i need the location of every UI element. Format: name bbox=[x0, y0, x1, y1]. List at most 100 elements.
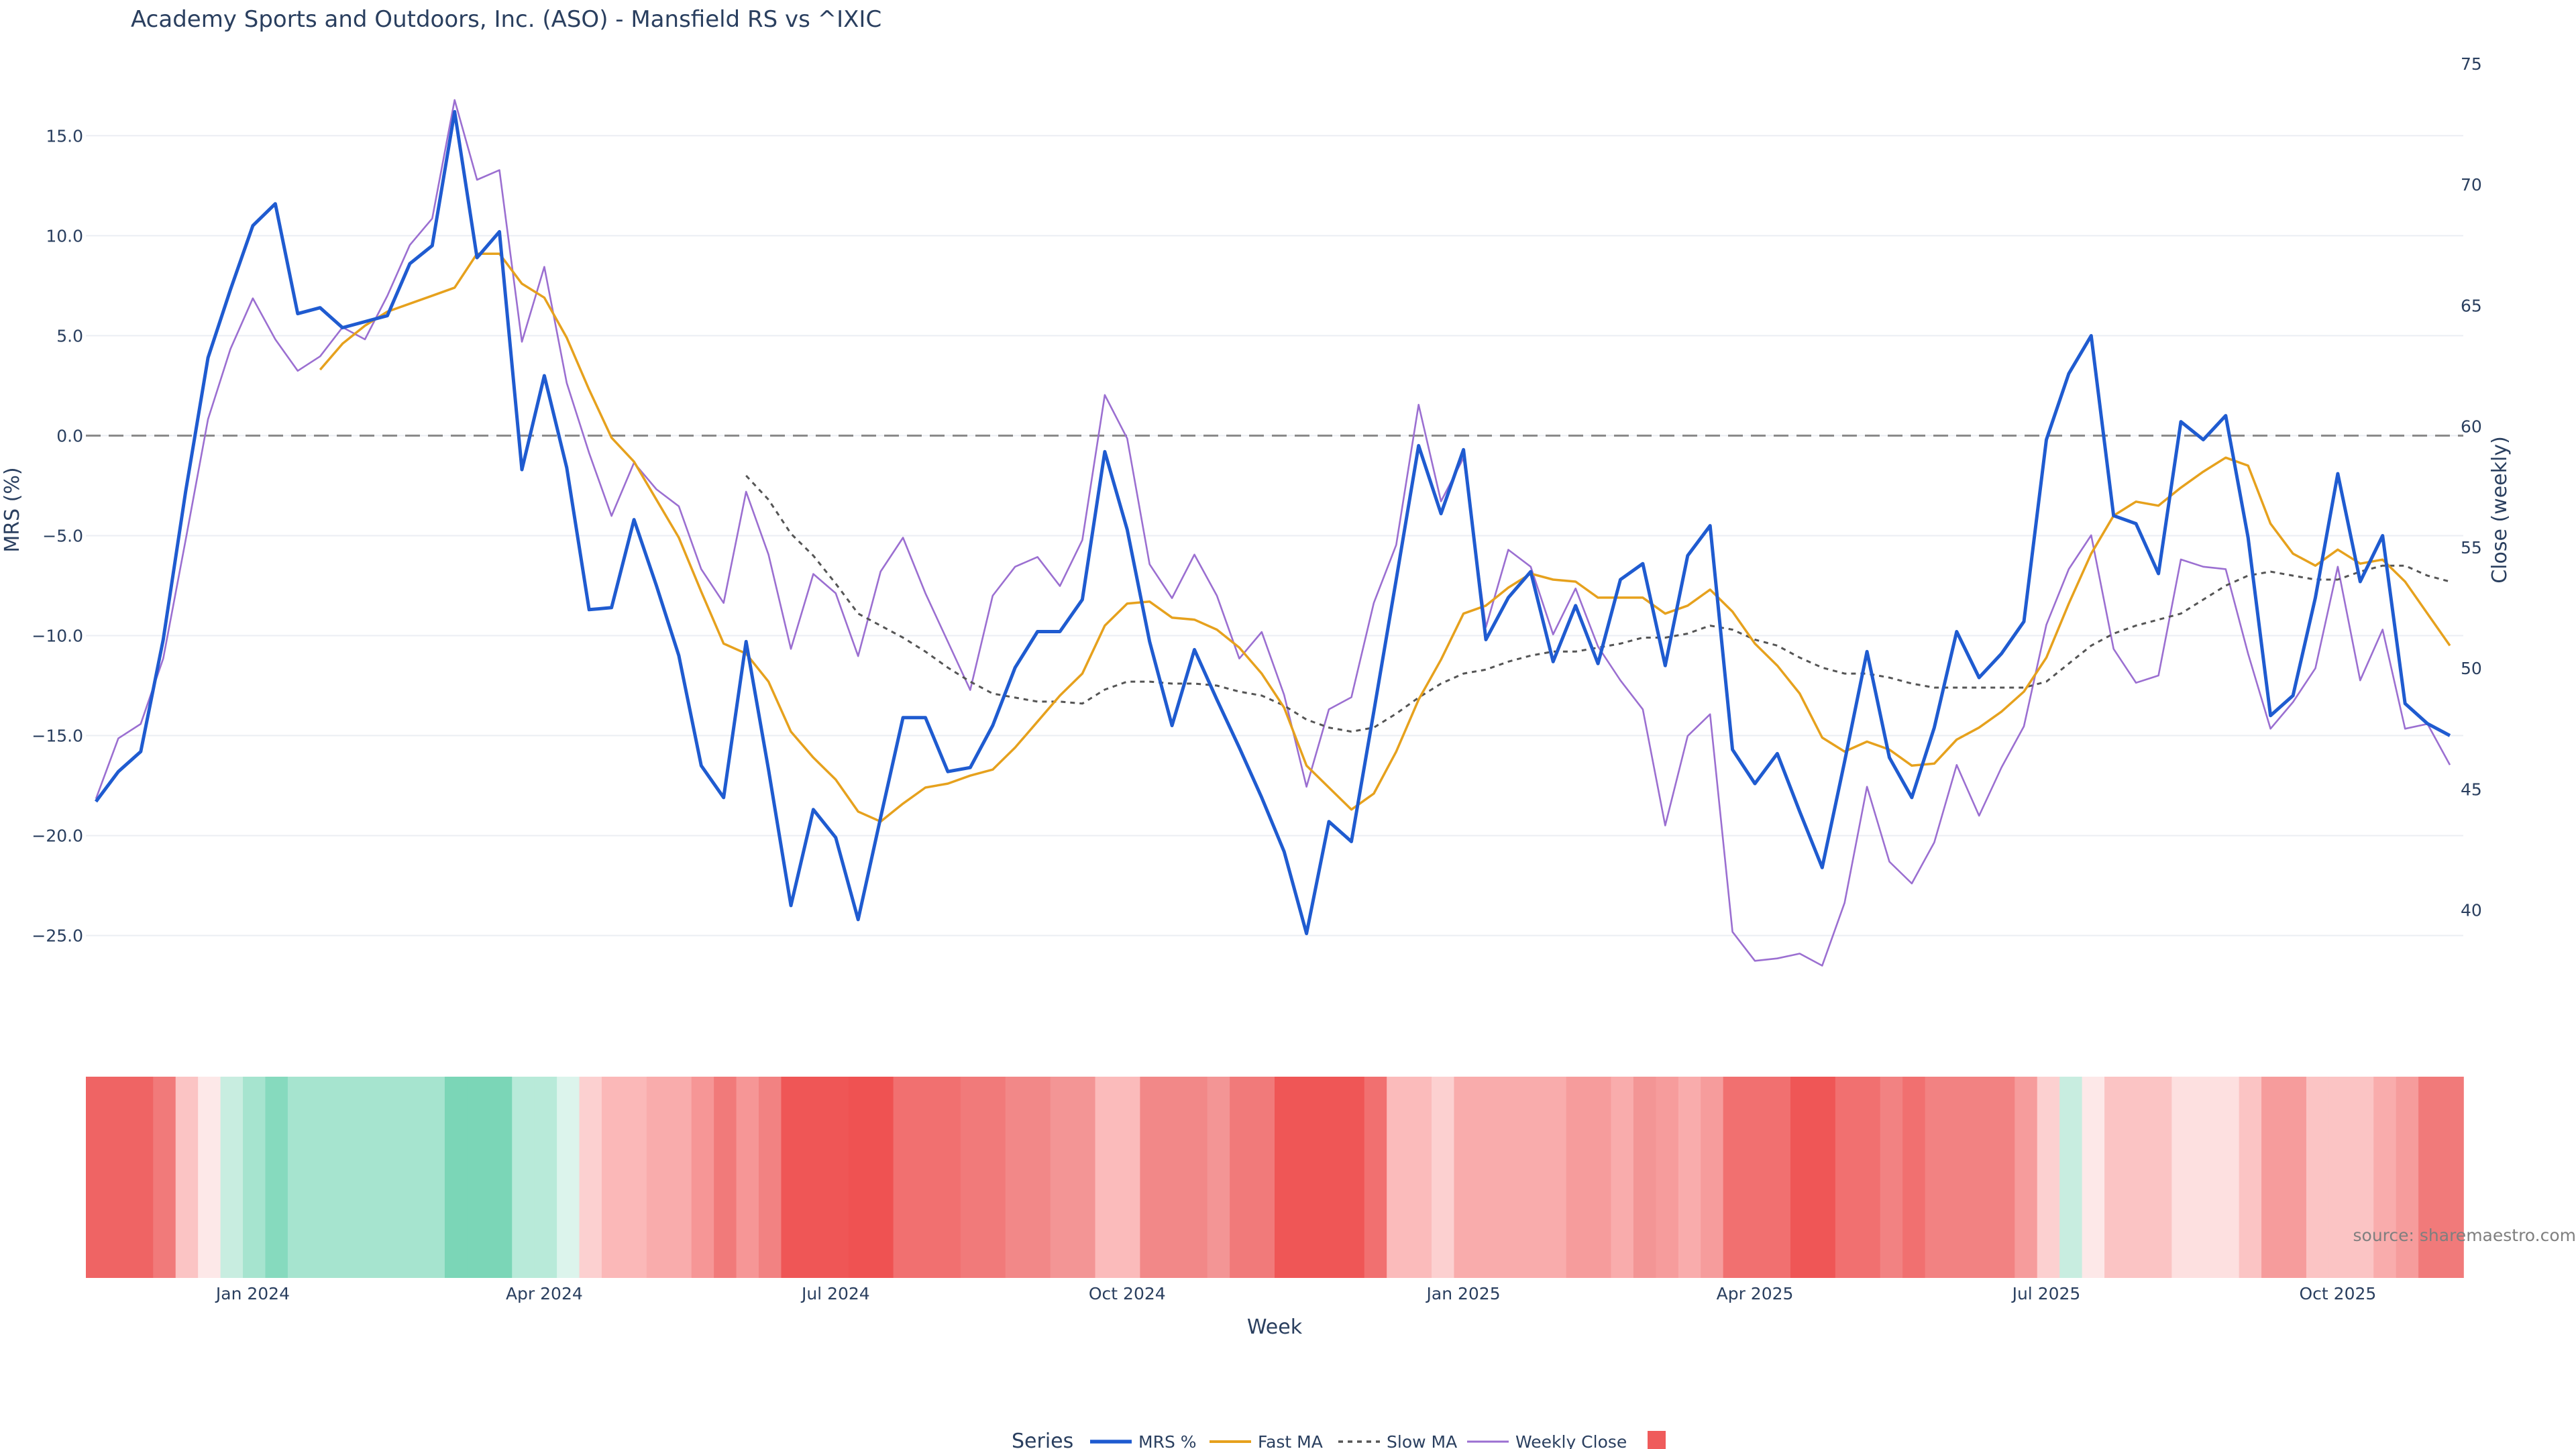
heatmap-cell bbox=[1476, 1077, 1500, 1278]
heatmap-cell bbox=[1947, 1077, 1971, 1278]
heatmap-cell bbox=[736, 1077, 759, 1278]
heatmap-cell bbox=[444, 1077, 468, 1278]
legend-label: Slow MA bbox=[1387, 1432, 1457, 1449]
heatmap-cell bbox=[691, 1077, 714, 1278]
y-tick-label-right: 70 bbox=[2461, 175, 2482, 195]
heatmap-cell bbox=[1701, 1077, 1724, 1278]
heatmap-cell bbox=[2261, 1077, 2285, 1278]
legend: Series MRS % Fast MA Slow MA Weekly Close bbox=[1012, 1430, 1666, 1449]
heatmap-cell bbox=[1835, 1077, 1859, 1278]
chart-title: Academy Sports and Outdoors, Inc. (ASO) … bbox=[131, 6, 881, 33]
y-tick-label-left: −15.0 bbox=[32, 727, 83, 746]
heatmap-cell bbox=[1678, 1077, 1702, 1278]
heatmap-cell bbox=[467, 1077, 490, 1278]
x-tick-label: Jan 2024 bbox=[215, 1284, 290, 1303]
heatmap-cell bbox=[1207, 1077, 1230, 1278]
heatmap-cell bbox=[1656, 1077, 1679, 1278]
heatmap-cell bbox=[1117, 1077, 1141, 1278]
x-tick-label: Jul 2024 bbox=[800, 1284, 870, 1303]
heatmap-cell bbox=[2104, 1077, 2128, 1278]
heatmap-cell bbox=[1589, 1077, 1612, 1278]
legend-label: Fast MA bbox=[1258, 1432, 1323, 1449]
heatmap-cell bbox=[400, 1077, 423, 1278]
heatmap-cell bbox=[557, 1077, 580, 1278]
heatmap-cell bbox=[2284, 1077, 2307, 1278]
y-tick-label-right: 40 bbox=[2461, 901, 2482, 920]
heatmap-cell bbox=[646, 1077, 670, 1278]
heatmap-cell bbox=[1454, 1077, 1477, 1278]
y-tick-label-right: 50 bbox=[2461, 659, 2482, 678]
heatmap-cell bbox=[534, 1077, 557, 1278]
heatmap-cell bbox=[1723, 1077, 1746, 1278]
heatmap-cell bbox=[2194, 1077, 2218, 1278]
y-tick-label-left: −25.0 bbox=[32, 926, 83, 946]
heatmap-cell bbox=[422, 1077, 445, 1278]
heatmap-cell bbox=[1432, 1077, 1455, 1278]
legend-label: Weekly Close bbox=[1515, 1432, 1627, 1449]
heatmap-cell bbox=[1633, 1077, 1657, 1278]
y-tick-label-right: 60 bbox=[2461, 417, 2482, 437]
y-tick-label-left: −20.0 bbox=[32, 826, 83, 846]
heatmap-cell bbox=[1992, 1077, 2016, 1278]
heatmap-cell bbox=[1073, 1077, 1096, 1278]
heatmap-cell bbox=[1790, 1077, 1814, 1278]
heatmap-cell bbox=[893, 1077, 916, 1278]
series-weekly-close bbox=[95, 99, 2451, 967]
heatmap-cell bbox=[1925, 1077, 1948, 1278]
source-note: source: sharemaestro.com bbox=[2353, 1226, 2576, 1245]
heatmap-cell bbox=[108, 1077, 131, 1278]
series-lines bbox=[94, 99, 2451, 967]
heatmap-cell bbox=[803, 1077, 827, 1278]
heatmap-cell bbox=[1364, 1077, 1387, 1278]
x-tick-label: Oct 2024 bbox=[1089, 1284, 1166, 1303]
heatmap-cell bbox=[1813, 1077, 1836, 1278]
y-tick-label-left: −10.0 bbox=[32, 627, 83, 646]
heatmap-cell bbox=[2015, 1077, 2038, 1278]
heatmap-cell bbox=[916, 1077, 939, 1278]
heatmap-cell bbox=[1544, 1077, 1567, 1278]
heatmap-cell bbox=[2149, 1077, 2173, 1278]
x-tick-label: Apr 2024 bbox=[506, 1284, 583, 1303]
y-tick-label-left: −5.0 bbox=[42, 526, 83, 545]
heatmap-cell bbox=[759, 1077, 782, 1278]
heatmap-cell bbox=[1611, 1077, 1634, 1278]
heatmap-cell bbox=[1275, 1077, 1298, 1278]
heatmap-cell bbox=[220, 1077, 244, 1278]
y-tick-label-right: 65 bbox=[2461, 296, 2482, 315]
legend-title: Series bbox=[1012, 1430, 1073, 1449]
y-axis-right-title: Close (weekly) bbox=[2488, 436, 2512, 584]
heatmap-cell bbox=[2306, 1077, 2330, 1278]
heatmap-cell bbox=[287, 1077, 311, 1278]
x-tick-label: Jan 2025 bbox=[1426, 1284, 1501, 1303]
heatmap-cell bbox=[983, 1077, 1006, 1278]
heatmap-cell bbox=[265, 1077, 288, 1278]
heatmap-cell bbox=[1297, 1077, 1320, 1278]
heatmap-cell bbox=[1768, 1077, 1791, 1278]
y-tick-label-left: 15.0 bbox=[46, 126, 83, 146]
legend-swatch-heatmap bbox=[1648, 1431, 1666, 1449]
y-tick-label-left: 5.0 bbox=[56, 326, 83, 345]
heatmap-cell bbox=[2351, 1077, 2375, 1278]
y-tick-label-left: 10.0 bbox=[46, 226, 83, 246]
heatmap-cell bbox=[1342, 1077, 1365, 1278]
heatmap-cell bbox=[1028, 1077, 1051, 1278]
heatmap-cell bbox=[1252, 1077, 1275, 1278]
heatmap-cell bbox=[1902, 1077, 1926, 1278]
heatmap-cell bbox=[1005, 1077, 1029, 1278]
heatmap-cell bbox=[1746, 1077, 1769, 1278]
heatmap-cell bbox=[2216, 1077, 2240, 1278]
y-axis-left-title: MRS (%) bbox=[1, 467, 24, 552]
heatmap-cell bbox=[175, 1077, 199, 1278]
heatmap-cell bbox=[871, 1077, 894, 1278]
heatmap-cell bbox=[1095, 1077, 1118, 1278]
y-axis-left-ticks: 15.0 10.0 5.0 0.0 −5.0 −10.0 −15.0 −20.0 −25.0 bbox=[32, 126, 83, 945]
series-slow-ma bbox=[745, 474, 2451, 733]
x-tick-label: Jul 2025 bbox=[2011, 1284, 2081, 1303]
heatmap-cell bbox=[86, 1077, 109, 1278]
heatmap-cell bbox=[1858, 1077, 1881, 1278]
heatmap-cell bbox=[355, 1077, 378, 1278]
heatmap-cell bbox=[624, 1077, 647, 1278]
y-tick-label-right: 45 bbox=[2461, 780, 2482, 799]
heatmap-cell bbox=[960, 1077, 984, 1278]
